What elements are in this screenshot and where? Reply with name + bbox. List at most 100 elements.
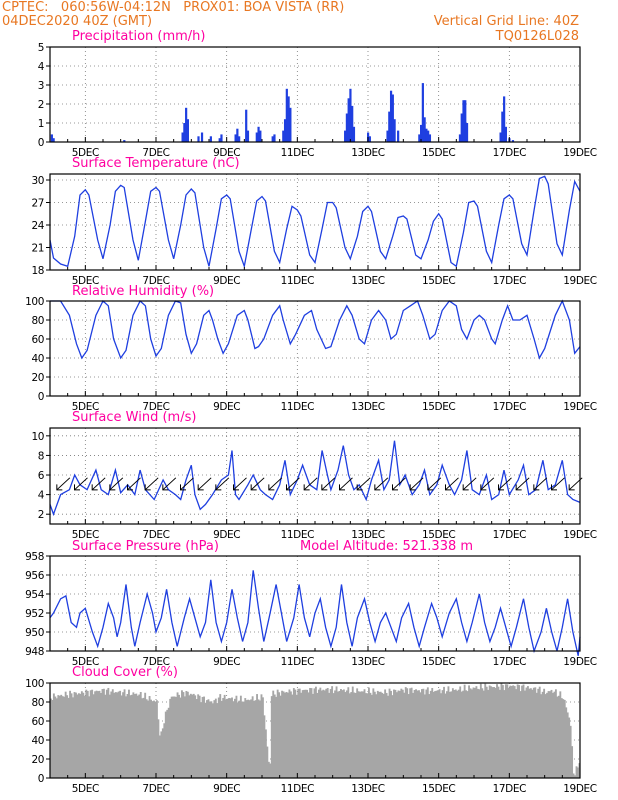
cloud-bar <box>175 696 178 778</box>
wind-arrow-head <box>515 484 522 491</box>
cloud-bar <box>499 689 501 778</box>
precip-bar <box>425 128 428 142</box>
cloud-bar <box>176 692 179 778</box>
wind-arrow <box>197 477 212 491</box>
cloud-bar <box>83 695 86 778</box>
wind-arrow <box>409 477 424 491</box>
cloud-bar <box>89 690 92 778</box>
wind-arrow <box>551 477 565 491</box>
x-tick-label: 15DEC <box>422 656 455 668</box>
cloud-bar <box>257 699 260 778</box>
cloud-bar <box>382 693 385 778</box>
cloud-bar <box>229 698 232 778</box>
precip-bar <box>389 90 393 142</box>
cloud-bar <box>77 693 80 778</box>
cloud-bar <box>503 690 506 778</box>
wind-arrow-shaft <box>498 477 512 491</box>
cloud-bar <box>519 691 522 778</box>
cloud-bar <box>484 683 487 778</box>
cloud-bar <box>278 692 281 778</box>
pressure-line <box>49 570 581 656</box>
cloud-bar <box>401 689 404 778</box>
cloud-bar <box>337 691 339 778</box>
precip-bar <box>421 83 424 142</box>
x-tick-label: 13DEC <box>351 656 384 668</box>
cloud-bar <box>521 685 523 778</box>
cloud-bar <box>313 688 316 778</box>
cloud-bar <box>260 694 263 778</box>
cloud-bar <box>88 696 91 778</box>
panel-wind: Surface Wind (m/s) 2 4 6 8 10 5DEC 7DEC 9DEC 11DE… <box>31 410 597 541</box>
cloud-bar <box>67 697 70 778</box>
cloud-bar <box>206 700 208 778</box>
cloud-bar <box>236 702 239 778</box>
x-tick-label: 13DEC <box>351 275 384 287</box>
wind-arrow-shaft <box>127 477 141 491</box>
cloud-bar <box>407 694 410 778</box>
cloud-bar <box>107 687 110 778</box>
cloud-bar <box>497 686 500 778</box>
cloud-bar <box>376 690 379 778</box>
precip-bar <box>259 130 262 142</box>
cloud-bar <box>123 689 126 778</box>
precip-bar <box>185 107 188 142</box>
cloud-bar <box>385 692 388 778</box>
cloud-bar <box>64 691 67 778</box>
y-tick-label: 5 <box>38 42 44 54</box>
wind-arrow-head <box>321 484 328 491</box>
panel-title: Surface Wind (m/s) <box>72 410 196 425</box>
cloud-bar <box>204 702 207 778</box>
panel-title: Surface Pressure (hPa) <box>72 539 219 554</box>
cloud-bar <box>234 698 236 778</box>
cloud-bar <box>338 690 341 778</box>
cloud-bar <box>135 693 138 778</box>
wind-arrow-shaft <box>197 477 212 491</box>
cloud-bar <box>509 685 512 778</box>
cloud-bar <box>60 694 63 778</box>
cloud-bar <box>397 690 400 778</box>
cloud-bar <box>304 689 307 778</box>
panel-title: Relative Humidity (%) <box>72 284 214 299</box>
cloud-bar <box>272 690 275 778</box>
precip-bar <box>345 113 348 142</box>
cloud-bar <box>117 691 120 778</box>
wind-arrow-head <box>144 484 151 491</box>
cloud-bar <box>104 694 107 778</box>
precip-bar <box>218 138 221 142</box>
cloud-bar <box>275 696 278 778</box>
x-tick-label: 15DEC <box>422 783 455 795</box>
wind-arrow-head <box>303 484 310 491</box>
cloud-bar <box>360 691 363 778</box>
cloud-bar <box>500 683 503 778</box>
cloud-bar <box>451 688 454 778</box>
x-tick-label: 19DEC <box>563 147 596 159</box>
cloud-bar <box>372 688 375 778</box>
cloud-bar <box>57 695 60 778</box>
cloud-bar <box>469 688 472 778</box>
y-tick-label: 6 <box>38 470 45 482</box>
wind-arrow-shaft <box>339 477 353 491</box>
precip-bar <box>50 134 53 142</box>
cloud-bar <box>50 698 52 778</box>
cloud-bar <box>128 689 130 778</box>
x-tick-label: 9DEC <box>213 783 240 795</box>
wind-arrow <box>56 477 71 491</box>
header-line1: CPTEC: 060:56W-04:12N PROX01: BOA VISTA … <box>2 0 344 15</box>
cloud-bar <box>357 691 360 778</box>
cloud-bar <box>547 691 550 778</box>
wind-arrow <box>515 477 530 491</box>
x-tick-label: 5DEC <box>72 401 99 413</box>
precip-bar <box>209 136 212 142</box>
header-line2: 04DEC2020 40Z (GMT) <box>2 14 152 29</box>
cloud-bar <box>312 693 314 778</box>
precip-bar <box>234 134 237 142</box>
cloud-bar <box>335 686 338 778</box>
x-tick-label: 5DEC <box>72 529 99 541</box>
cloud-bar <box>368 687 370 778</box>
cloud-bar <box>120 695 123 778</box>
y-tick-label: 18 <box>31 265 44 277</box>
cloud-bar <box>478 689 481 778</box>
cloud-bar <box>353 692 356 778</box>
cloud-bar <box>157 719 160 778</box>
cloud-bar <box>513 686 516 778</box>
